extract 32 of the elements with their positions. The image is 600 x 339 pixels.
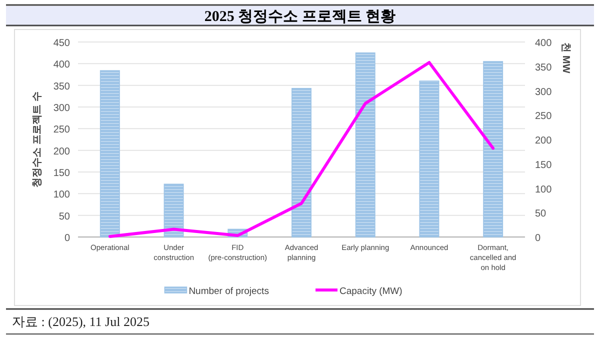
y-tick-label: 0	[64, 233, 70, 244]
y2-tick-label: 300	[535, 86, 552, 98]
chart-title: 2025 청정수소 프로젝트 현황	[204, 9, 396, 25]
y2-tick-label: 250	[535, 111, 552, 122]
y-tick-label: 350	[53, 81, 70, 92]
bar	[355, 52, 376, 238]
y2-tick-label: 350	[535, 62, 552, 74]
y-tick-label: 50	[58, 211, 70, 222]
y-tick-label: 200	[53, 146, 70, 158]
y-axis-title: 청정수소 프로젝트 수	[32, 92, 43, 188]
y2-tick-label: 400	[535, 38, 552, 49]
legend-label: Capacity (MW)	[340, 286, 402, 297]
legend-label: Number of projects	[188, 286, 270, 297]
bar	[100, 70, 120, 238]
bar	[483, 61, 504, 238]
line-series	[108, 60, 495, 238]
y-tick-label: 250	[53, 124, 70, 136]
y2-tick-label: 100	[535, 184, 552, 196]
y2-tick-label: 150	[535, 160, 552, 171]
y2-axis-title: 천 MW	[560, 42, 571, 74]
bar	[419, 80, 440, 238]
y-tick-label: 300	[53, 103, 70, 114]
y-tick-label: 400	[53, 60, 70, 71]
y2-tick-label: 200	[535, 136, 552, 146]
y2-tick-label: 0	[535, 233, 541, 244]
y-tick-label: 450	[53, 38, 70, 49]
bar	[164, 184, 184, 238]
y-tick-label: 100	[53, 190, 70, 201]
y2-tick-label: 50	[535, 208, 547, 220]
y-tick-label: 150	[53, 168, 70, 179]
bar	[292, 88, 312, 238]
text: 자료 : (2025), 11 Jul 2025	[12, 314, 150, 329]
